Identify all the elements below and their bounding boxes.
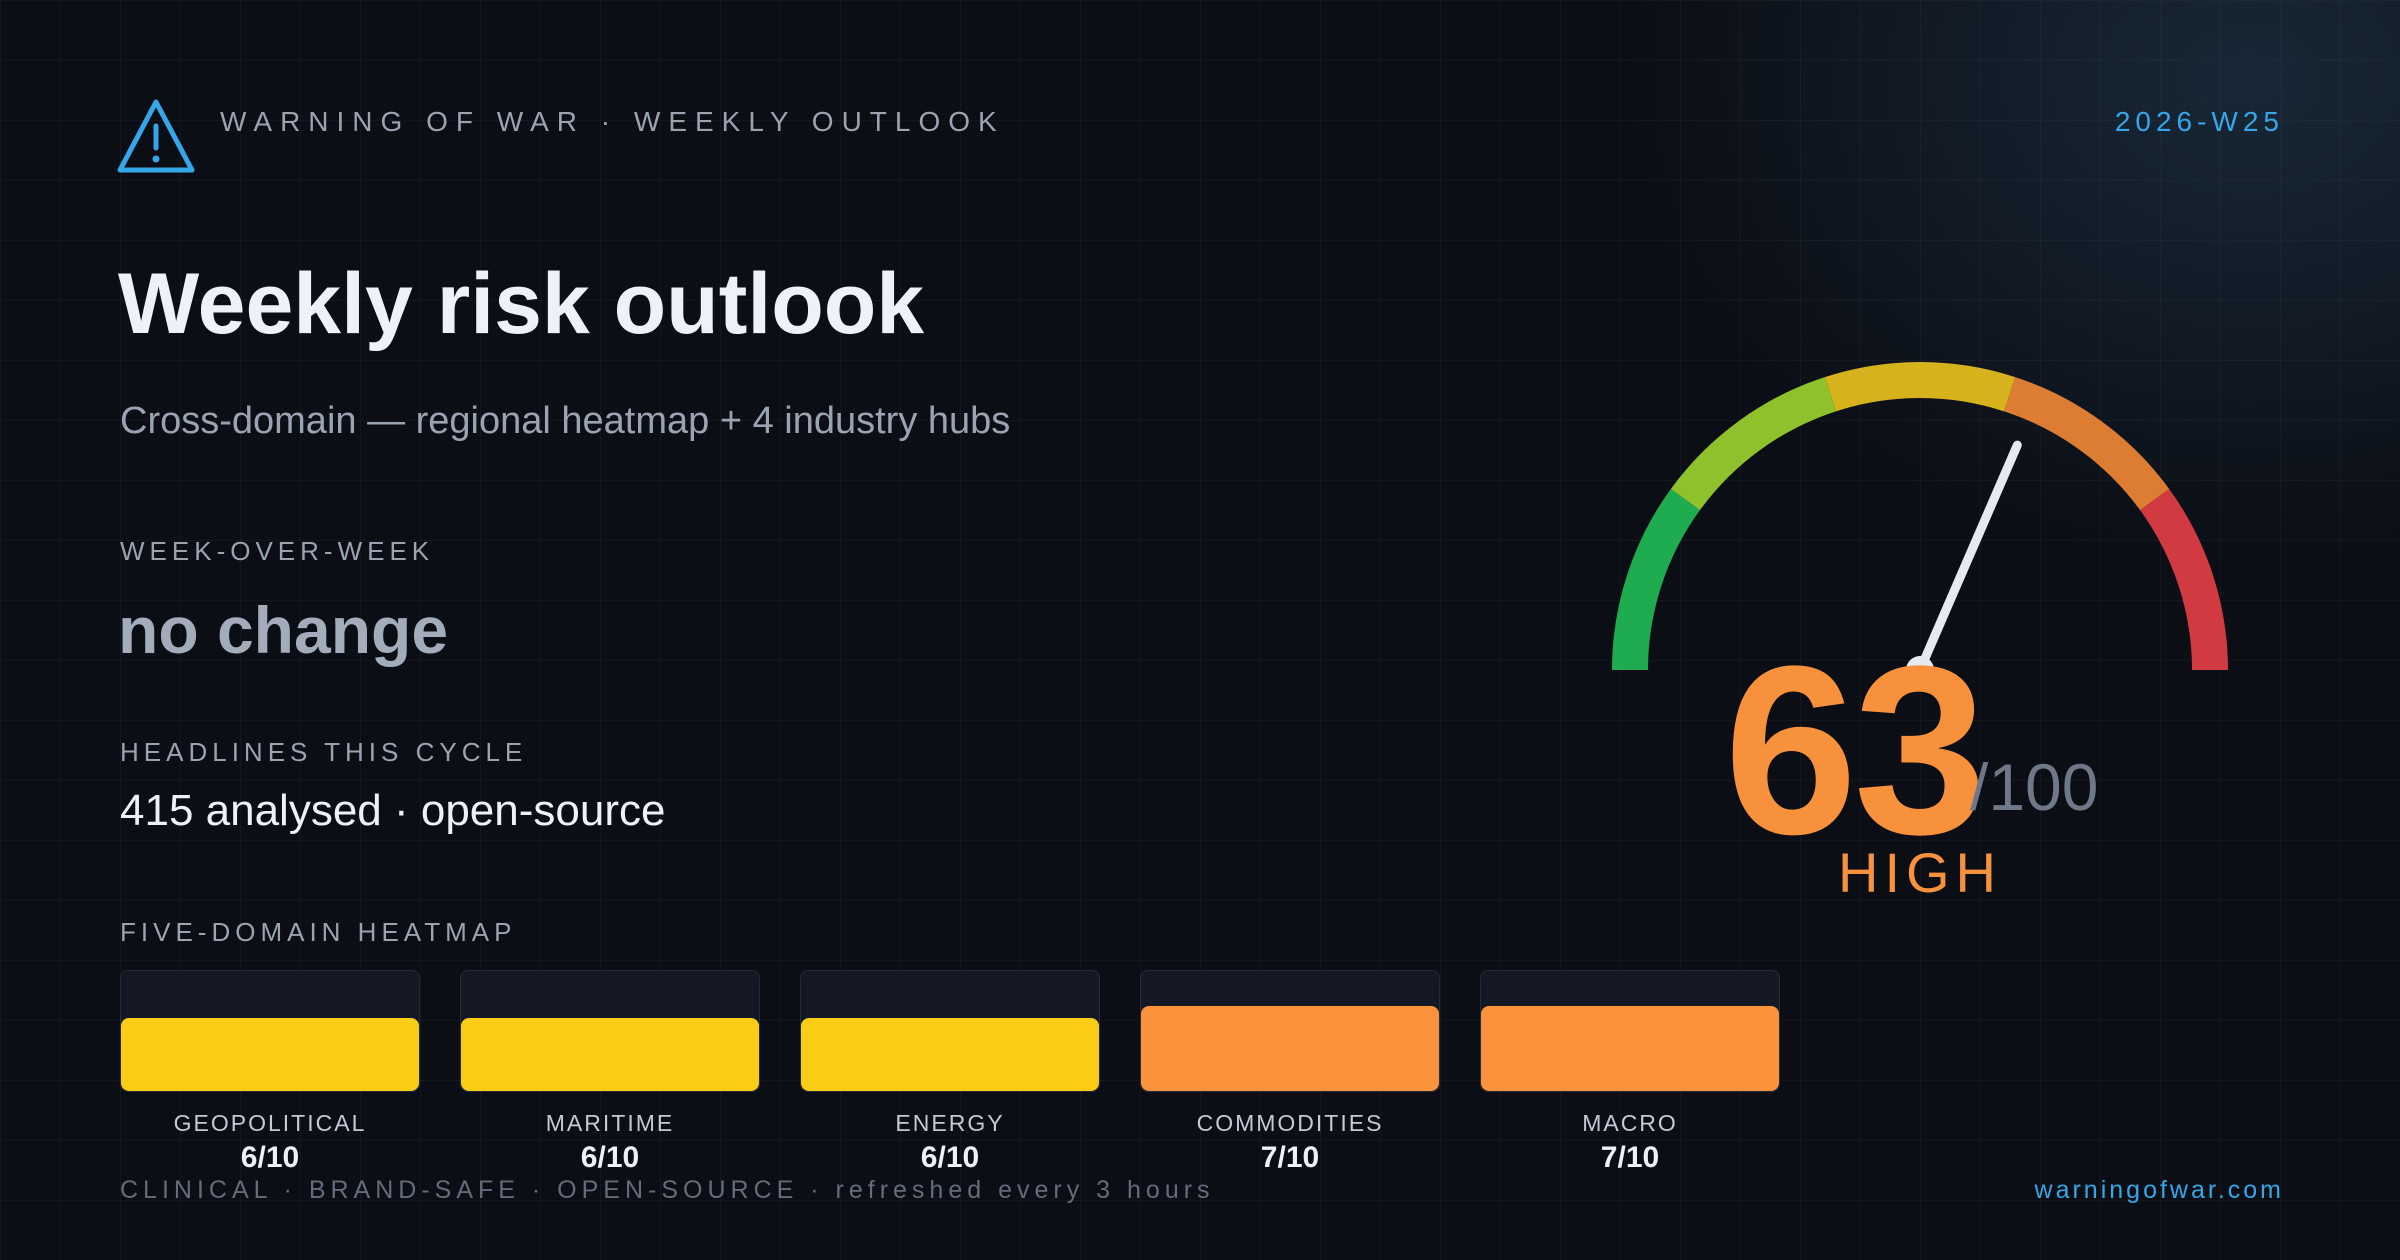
- gauge-hub: [1906, 656, 1934, 684]
- heatmap-bar-fill: [801, 1018, 1099, 1091]
- heatmap-bar-track: [460, 970, 760, 1092]
- headlines-label: HEADLINES THIS CYCLE: [120, 737, 528, 767]
- heatmap-bar-fill: [1141, 1006, 1439, 1091]
- heatmap-domain-score: 6/10: [580, 1141, 640, 1174]
- week-over-week-label: WEEK-OVER-WEEK: [120, 536, 435, 566]
- risk-score-max: /100: [1970, 750, 2099, 824]
- heatmap-tile-geopolitical: GEOPOLITICAL 6/10: [120, 970, 420, 1175]
- week-over-week-value: no change: [118, 593, 449, 667]
- risk-level-label: HIGH: [1838, 841, 2002, 904]
- heatmap: GEOPOLITICAL 6/10 MARITIME 6/10 ENERGY 6…: [120, 970, 1820, 1180]
- heatmap-domain-score: 7/10: [1600, 1141, 1660, 1174]
- heatmap-bar-fill: [461, 1018, 759, 1091]
- heatmap-bar-track: [1480, 970, 1780, 1092]
- heatmap-domain-score: 6/10: [920, 1141, 980, 1174]
- risk-score-value: 63: [1724, 616, 1987, 884]
- heatmap-domain-name: ENERGY: [895, 1110, 1005, 1136]
- heatmap-bar-fill: [1481, 1006, 1779, 1091]
- heatmap-tile-commodities: COMMODITIES 7/10: [1140, 970, 1440, 1175]
- gauge-segment: [1670, 377, 1837, 511]
- gauge-needle: [1915, 440, 2022, 675]
- heatmap-domain-name: MACRO: [1582, 1110, 1678, 1136]
- heatmap-tile-macro: MACRO 7/10: [1480, 970, 1780, 1175]
- heatmap-bar-track: [1140, 970, 1440, 1092]
- week-badge: 2026-W25: [2114, 106, 2284, 137]
- heatmap-label: FIVE-DOMAIN HEATMAP: [120, 917, 517, 947]
- footer-tagline: CLINICAL · BRAND-SAFE · OPEN-SOURCE · re…: [120, 1176, 1215, 1204]
- page-subtitle: Cross-domain — regional heatmap + 4 indu…: [120, 400, 1011, 442]
- score-display: 63 /100: [1600, 630, 2240, 870]
- brand-title: WARNING OF WAR · WEEKLY OUTLOOK: [220, 106, 1005, 137]
- heatmap-domain-score: 6/10: [240, 1141, 300, 1174]
- gauge-segment: [2139, 488, 2228, 671]
- heatmap-domain-name: COMMODITIES: [1196, 1110, 1384, 1136]
- gauge-segment: [2003, 377, 2170, 511]
- risk-gauge: [1612, 362, 2228, 684]
- footer-site-link[interactable]: warningofwar.com: [2034, 1176, 2284, 1204]
- gauge-arc: [1612, 362, 2228, 671]
- page-title: Weekly risk outlook: [118, 256, 925, 352]
- heatmap-domain-name: MARITIME: [545, 1110, 675, 1136]
- heatmap-domain-score: 7/10: [1260, 1141, 1320, 1174]
- heatmap-bar-fill: [121, 1018, 419, 1091]
- heatmap-tile-maritime: MARITIME 6/10: [460, 970, 760, 1175]
- headlines-value: 415 analysed · open-source: [120, 786, 666, 835]
- heatmap-domain-name: GEOPOLITICAL: [173, 1110, 367, 1136]
- warning-triangle-icon: [117, 99, 195, 173]
- heatmap-bar-track: [800, 970, 1100, 1092]
- gauge-segment: [1612, 488, 1701, 671]
- gauge-segment: [1824, 362, 2016, 412]
- heatmap-bar-track: [120, 970, 420, 1092]
- heatmap-tile-energy: ENERGY 6/10: [800, 970, 1100, 1175]
